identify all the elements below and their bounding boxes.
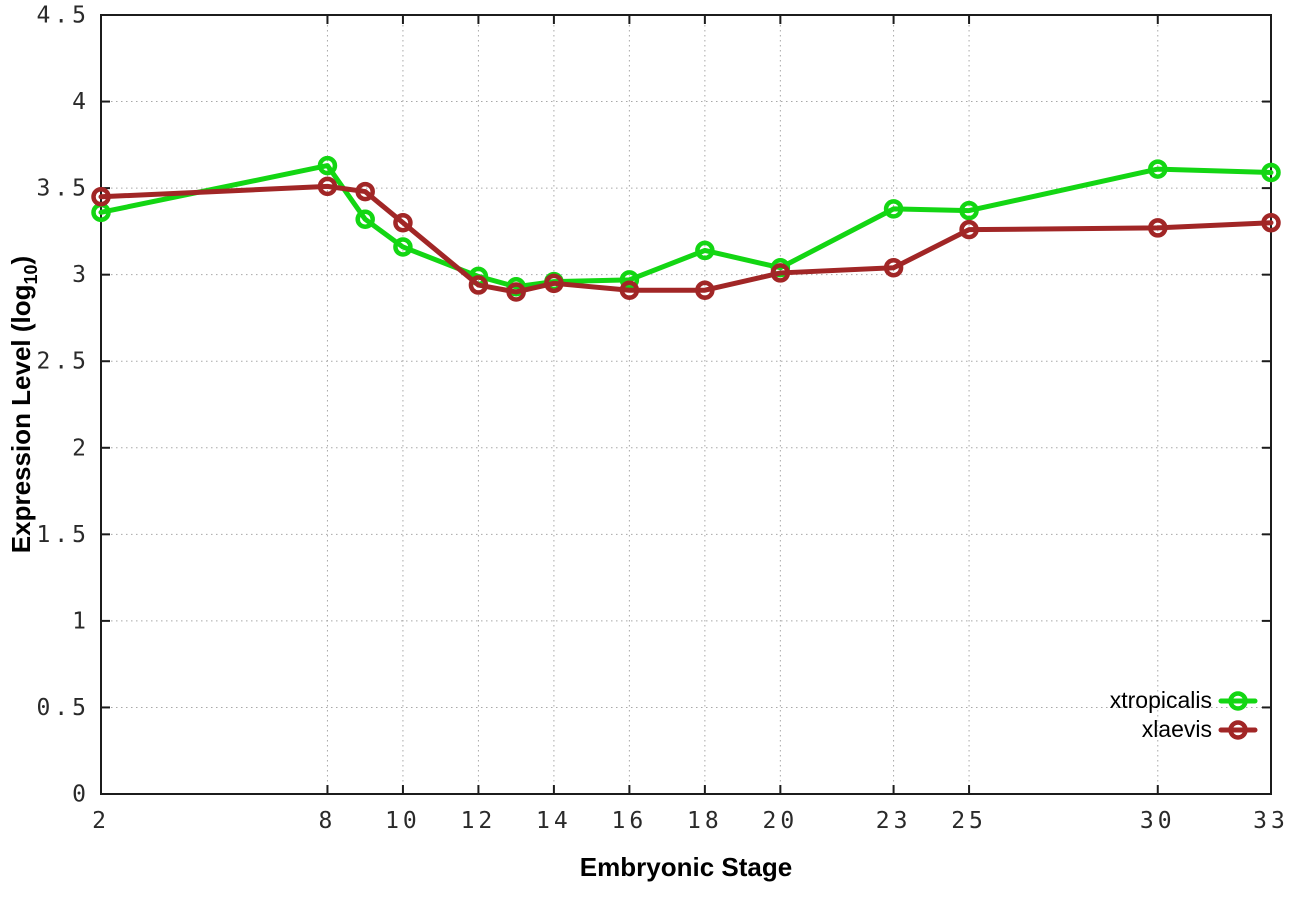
data-point-xtropicalis — [355, 209, 375, 230]
series-xlaevis — [91, 176, 1281, 302]
legend-label-xlaevis: xlaevis — [1142, 716, 1212, 742]
legend-entry-xtropicalis: xtropicalis — [1110, 687, 1258, 713]
data-point-xlaevis — [506, 282, 526, 302]
legend-sample-marker — [1228, 691, 1248, 711]
x-tick-label: 2 — [92, 808, 110, 834]
data-point-xlaevis — [91, 187, 111, 207]
y-tick-labels: 0 0.5 1 1.5 2 2.5 3 3.5 4 4.5 — [36, 3, 90, 808]
y-tick-label: 1 — [72, 608, 90, 634]
legend-entry-xlaevis: xlaevis — [1142, 716, 1258, 742]
series-line-xlaevis — [98, 183, 1274, 295]
data-point-xlaevis — [770, 263, 791, 283]
tick-marks — [100, 14, 1272, 795]
data-point-xlaevis — [393, 212, 413, 233]
data-point-xtropicalis — [393, 237, 413, 257]
y-tick-label: 1.5 — [36, 522, 90, 548]
data-point-xlaevis — [1148, 218, 1168, 238]
data-point-xtropicalis — [695, 240, 715, 261]
x-axis-title: Embryonic Stage — [580, 852, 792, 882]
data-point-xlaevis — [317, 176, 338, 197]
x-tick-label: 33 — [1253, 808, 1289, 834]
data-point-xlaevis — [468, 275, 489, 295]
x-tick-label: 14 — [536, 808, 572, 834]
data-point-xtropicalis — [883, 199, 904, 219]
x-tick-label: 12 — [461, 808, 497, 834]
data-point-xlaevis — [544, 273, 564, 294]
y-tick-label: 0.5 — [36, 695, 90, 721]
data-point-xlaevis — [883, 257, 904, 278]
data-point-xtropicalis — [1261, 162, 1281, 183]
plot-border — [100, 14, 1272, 795]
legend-label-xtropicalis: xtropicalis — [1110, 687, 1212, 713]
y-tick-label: 4.5 — [36, 3, 90, 29]
x-tick-label: 18 — [687, 808, 723, 834]
data-point-xlaevis — [959, 219, 979, 240]
x-tick-labels: 2 8 10 12 14 16 18 20 23 25 30 33 — [92, 808, 1289, 834]
legend-sample-marker — [1228, 720, 1248, 740]
x-tick-label: 10 — [385, 808, 421, 834]
x-tick-label: 23 — [876, 808, 912, 834]
data-point-xlaevis — [1261, 212, 1281, 233]
y-tick-label: 2 — [72, 435, 90, 461]
data-point-xtropicalis — [317, 155, 338, 176]
y-tick-label: 0 — [72, 782, 90, 808]
data-point-xtropicalis — [1148, 159, 1168, 179]
y-tick-label: 2.5 — [36, 349, 90, 375]
x-tick-label: 20 — [763, 808, 799, 834]
x-tick-label: 30 — [1140, 808, 1176, 834]
y-axis-title: Expression Level (log10) — [6, 256, 41, 553]
x-tick-label: 8 — [319, 808, 337, 834]
y-tick-label: 4 — [72, 89, 90, 115]
x-tick-label: 25 — [951, 808, 987, 834]
data-point-xtropicalis — [619, 270, 640, 290]
data-point-xtropicalis — [959, 200, 979, 221]
data-point-xlaevis — [355, 181, 375, 202]
legend: xtropicalis xlaevis — [1110, 687, 1258, 742]
y-tick-label: 3.5 — [36, 176, 90, 202]
data-point-xlaevis — [619, 280, 640, 300]
x-tick-label: 16 — [612, 808, 648, 834]
gridlines — [101, 15, 1271, 794]
data-point-xlaevis — [695, 280, 715, 300]
y-tick-label: 3 — [72, 262, 90, 288]
